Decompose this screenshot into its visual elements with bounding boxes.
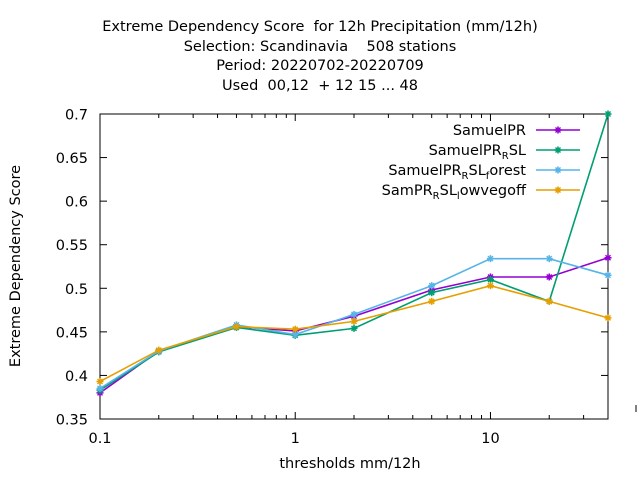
legend-entry-4: SamPRRSLlowvegoff [382, 183, 580, 202]
legend-entry-1: SamuelPR [453, 123, 580, 139]
data-point [604, 254, 612, 262]
data-point [96, 385, 104, 392]
data-point [604, 314, 612, 322]
legend-marker [554, 146, 562, 154]
legend-entry-2: SamuelPRRSL [429, 143, 580, 162]
legend-label: SamPRRSLlowvegoff [382, 183, 527, 202]
data-point [350, 310, 358, 318]
y-tick-label: 0.6 [65, 195, 88, 211]
data-point [486, 255, 494, 263]
title-line-4: Used 00,12 + 12 15 ... 48 [221, 77, 418, 94]
y-axis-title: Extreme Dependency Score [8, 164, 24, 368]
data-point [350, 324, 358, 332]
data-point [428, 289, 436, 297]
data-point [545, 273, 553, 281]
data-point [291, 330, 299, 338]
data-point [545, 255, 553, 263]
data-point [486, 276, 494, 284]
data-point [155, 346, 163, 354]
title-line-1: Extreme Dependency Score for 12h Precipi… [102, 19, 538, 35]
y-tick-label: 0.55 [56, 238, 88, 254]
y-tick-label: 0.4 [65, 369, 88, 385]
data-point [428, 297, 436, 305]
series-line [99, 113, 609, 391]
legend-label: SamuelPR [453, 123, 526, 139]
x-tick-label: 0.1 [88, 431, 111, 447]
title-line-2: Selection: Scandinavia 508 stations [183, 38, 457, 55]
legend-entry-3: SamuelPRRSLforest [388, 163, 580, 182]
x-tick-label: 1 [291, 431, 300, 447]
data-point [291, 325, 299, 333]
y-tick-label: 0.35 [56, 413, 88, 429]
data-point [486, 282, 494, 290]
y-tick-label: 0.7 [65, 108, 88, 124]
x-tick-label: 10 [481, 431, 499, 447]
plot-axes: 0.35 0.4 0.45 0.5 0.55 0.6 0.65 0.7 0.1 1 10 [56, 108, 637, 447]
series-2 [96, 110, 612, 394]
legend-label: SamuelPRRSLforest [388, 163, 526, 182]
data-point [350, 317, 358, 325]
title-line-3: Period: 20220702-20220709 [216, 58, 424, 74]
y-tick-label: 0.65 [56, 151, 88, 167]
series-4 [96, 282, 612, 386]
data-point [604, 271, 612, 279]
series-layer [96, 110, 612, 397]
series-line [99, 284, 609, 383]
data-point [96, 378, 104, 386]
legend-label: SamuelPRRSL [429, 143, 526, 162]
y-tick-label: 0.5 [65, 282, 88, 298]
legend-marker [554, 166, 562, 174]
data-point [428, 282, 436, 290]
data-point [604, 110, 612, 118]
plot-frame [99, 113, 609, 420]
chart-title: Extreme Dependency Score for 12h Precipi… [0, 18, 640, 96]
legend: SamuelPR SamuelPRRSLSamuelPRRSLforestSamP… [382, 123, 580, 202]
y-tick-label: 0.45 [56, 325, 88, 341]
data-point [545, 297, 553, 305]
legend-marker [554, 186, 562, 194]
data-point [232, 323, 240, 331]
x-axis-title: thresholds mm/12h [279, 456, 421, 472]
legend-marker [554, 126, 562, 134]
